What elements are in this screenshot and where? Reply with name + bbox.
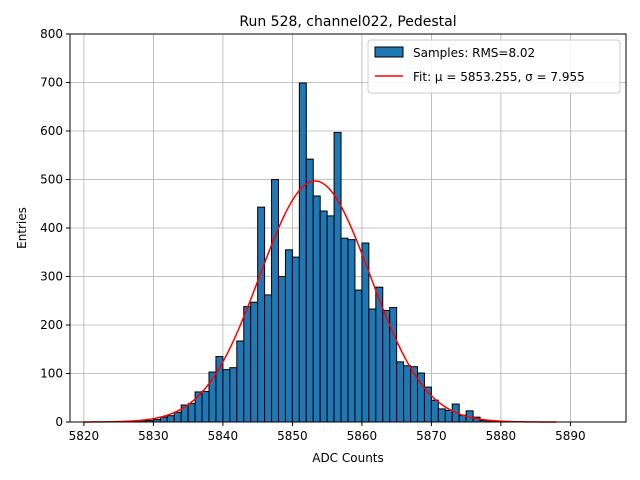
x-tick-label-4: 5860 (347, 429, 378, 443)
legend-fit-label: Fit: μ = 5853.255, σ = 7.955 (413, 70, 585, 84)
histogram-bar (389, 307, 398, 423)
histogram-bar (354, 289, 363, 423)
x-tick-label-1: 5830 (138, 429, 169, 443)
y-tick-label-6: 600 (40, 124, 63, 138)
histogram-bar (257, 206, 266, 423)
histogram-bar (396, 361, 405, 423)
histogram-bar (410, 366, 418, 423)
legend: Samples: RMS=8.02 Fit: μ = 5853.255, σ =… (367, 39, 621, 94)
histogram-bar (340, 237, 349, 423)
y-axis-ticks: 0 100 200 300 400 500 600 700 800 (40, 27, 70, 429)
y-tick-label-1: 100 (40, 367, 63, 381)
histogram-bar (305, 158, 314, 423)
histogram-bar (326, 215, 335, 423)
histogram-bar (271, 179, 279, 423)
x-tick-label-5: 5870 (416, 429, 447, 443)
x-tick-label-0: 5820 (69, 429, 100, 443)
histogram-bar (166, 415, 175, 423)
x-tick-label-2: 5840 (208, 429, 239, 443)
y-tick-label-5: 500 (40, 173, 63, 187)
histogram-bar (437, 408, 446, 423)
fit-curve (83, 180, 557, 423)
y-tick-label-2: 200 (40, 318, 63, 332)
histogram-bar (403, 365, 412, 423)
histogram-bar (229, 367, 238, 423)
histogram-bar (236, 340, 245, 423)
x-tick-label-6: 5880 (486, 429, 517, 443)
histogram-bar (284, 249, 293, 423)
histogram-bar (250, 301, 259, 423)
y-tick-label-7: 700 (40, 76, 63, 90)
histogram-bar (319, 210, 328, 423)
histogram-bar (222, 369, 231, 423)
histogram-bar (368, 308, 377, 423)
chart-title: Run 528, channel022, Pedestal (239, 14, 456, 30)
histogram-bar (215, 356, 224, 423)
histogram-bar (278, 276, 286, 423)
x-axis-ticks: 5820 5830 5840 5850 5860 5870 5880 5890 (69, 422, 586, 443)
x-tick-label-3: 5850 (277, 429, 308, 443)
x-tick-label-7: 5890 (555, 429, 586, 443)
histogram-bar (298, 82, 307, 423)
histogram-bar (243, 306, 252, 423)
legend-hist-label: Samples: RMS=8.02 (413, 46, 535, 60)
histogram-bar (264, 294, 273, 423)
histogram-bar (444, 409, 453, 423)
y-tick-label-0: 0 (55, 415, 63, 429)
histogram-bar (187, 403, 196, 423)
histogram-bar (430, 399, 439, 423)
y-tick-label-3: 300 (40, 270, 63, 284)
histogram-bar (347, 239, 356, 423)
histogram-bar (159, 416, 168, 423)
histogram-bars (118, 82, 502, 423)
y-axis-label: Entries (15, 207, 29, 249)
histogram-bar (291, 256, 300, 423)
histogram-bar (312, 195, 321, 423)
y-tick-label-8: 800 (40, 27, 63, 41)
legend-hist-swatch (374, 46, 404, 58)
histogram-bar (201, 390, 210, 423)
histogram-bar (333, 131, 342, 423)
x-axis-label: ADC Counts (312, 451, 384, 465)
histogram-bar (173, 411, 182, 423)
legend-box (367, 39, 621, 94)
histogram-bar (382, 309, 391, 423)
y-tick-label-4: 400 (40, 221, 63, 235)
